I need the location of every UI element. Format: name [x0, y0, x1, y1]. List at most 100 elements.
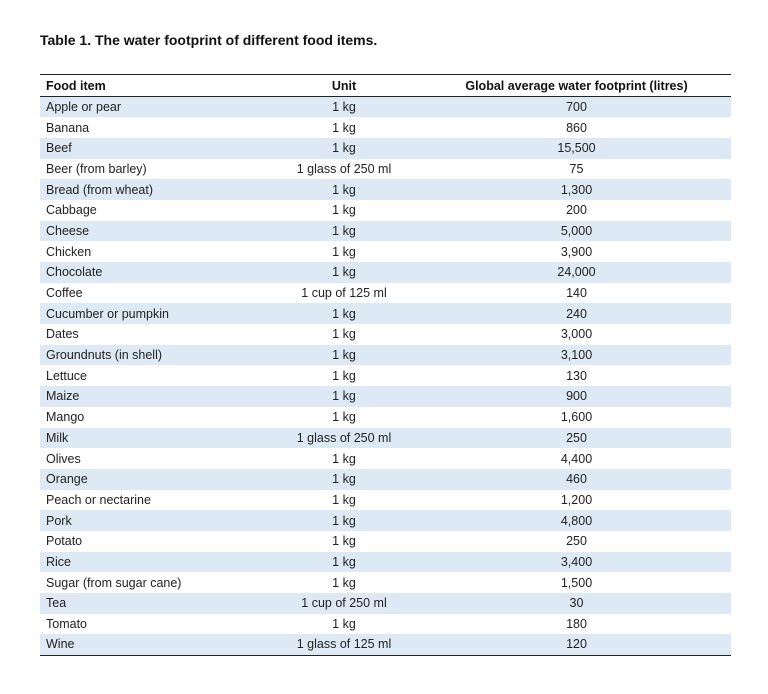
cell-food-item: Potato [46, 534, 83, 549]
table-row: Pork 1 kg 4,800 [40, 510, 731, 531]
cell-water-footprint: 5,000 [560, 223, 593, 238]
cell-water-footprint: 460 [566, 472, 587, 487]
cell-water-footprint: 200 [566, 203, 587, 218]
cell-water-footprint: 75 [569, 161, 584, 176]
cell-food-item: Mango [46, 410, 85, 425]
cell-food-item: Wine [40, 634, 266, 656]
cell-food-item: Milk [46, 430, 69, 445]
cell-unit: 1 cup of 250 ml [301, 596, 387, 611]
cell-unit: 1 kg [332, 472, 356, 487]
cell-food-item: Banana [46, 120, 90, 135]
table-row: Banana 1 kg 860 [40, 117, 731, 138]
cell-unit: 1 kg [332, 534, 356, 549]
cell-food-item: Chocolate [46, 265, 103, 280]
table-row: Chocolate 1 kg 24,000 [40, 262, 731, 283]
cell-water-footprint: 4,400 [560, 451, 593, 466]
header-row: Food item Unit Global average water foot… [40, 74, 731, 97]
table-row: Cabbage 1 kg 200 [40, 200, 731, 221]
cell-water-footprint: 1,200 [560, 492, 593, 507]
cell-water-footprint: 3,900 [560, 244, 593, 259]
water-footprint-table: Food item Unit Global average water foot… [40, 74, 731, 656]
table-row: Beer (from barley) 1 glass of 250 ml 75 [40, 159, 731, 180]
cell-water-footprint: 860 [566, 120, 587, 135]
cell-unit: 1 kg [332, 368, 356, 383]
column-header-unit: Unit [266, 74, 422, 97]
cell-water-footprint: 900 [566, 389, 587, 404]
cell-unit: 1 kg [332, 513, 356, 528]
table-row: Lettuce 1 kg 130 [40, 365, 731, 386]
table-caption: Table 1. The water footprint of differen… [40, 32, 378, 48]
table-body: Apple or pear 1 kg 700 Banana 1 kg 860 Beef 1 k… [40, 96, 731, 656]
table-row: Sugar (from sugar cane) 1 kg 1,500 [40, 572, 731, 593]
cell-food-item: Tea [46, 596, 67, 611]
cell-unit: 1 kg [332, 410, 356, 425]
cell-food-item: Rice [46, 554, 72, 569]
cell-food-item: Orange [46, 472, 88, 487]
table-row: Potato 1 kg 250 [40, 531, 731, 552]
cell-water-footprint: 240 [566, 306, 587, 321]
cell-unit: 1 kg [332, 100, 356, 115]
table-row: Cheese 1 kg 5,000 [40, 220, 731, 242]
cell-water-footprint: 130 [566, 368, 587, 383]
table-row: Coffee 1 cup of 125 ml 140 [40, 283, 731, 304]
cell-food-item: Maize [46, 389, 80, 404]
cell-unit: 1 kg [332, 265, 356, 280]
cell-unit: 1 kg [332, 141, 356, 156]
table-row: Maize 1 kg 900 [40, 386, 731, 407]
cell-food-item: Chicken [46, 244, 92, 259]
column-header-water-footprint: Global average water footprint (litres) [422, 74, 731, 97]
table-row: Apple or pear 1 kg 700 [40, 96, 731, 118]
table-row: Tomato 1 kg 180 [40, 614, 731, 635]
table-header: Food item Unit Global average water foot… [40, 74, 731, 97]
table-row: Mango 1 kg 1,600 [40, 407, 731, 428]
cell-food-item: Pork [46, 513, 72, 528]
cell-water-footprint: 24,000 [557, 265, 596, 280]
table-row: Beef 1 kg 15,500 [40, 137, 731, 159]
cell-food-item: Sugar (from sugar cane) [46, 575, 182, 590]
table-row: Wine 1 glass of 125 ml 120 [40, 634, 731, 656]
cell-unit: 1 kg [332, 244, 356, 259]
table-row: Rice 1 kg 3,400 [40, 551, 731, 573]
cell-unit: 1 kg [332, 451, 356, 466]
cell-water-footprint: 3,400 [560, 554, 593, 569]
table-row: Milk 1 glass of 250 ml 250 [40, 427, 731, 449]
cell-food-item: Apple or pear [46, 100, 122, 115]
cell-unit: 1 kg [332, 389, 356, 404]
cell-food-item: Cheese [46, 223, 90, 238]
cell-food-item: Cucumber or pumpkin [46, 306, 169, 321]
table-row: Cucumber or pumpkin 1 kg 240 [40, 303, 731, 325]
cell-food-item: Tomato [46, 617, 87, 632]
cell-unit: 1 cup of 125 ml [301, 286, 387, 301]
cell-unit: 1 glass of 125 ml [266, 634, 422, 656]
cell-food-item: Cabbage [46, 203, 97, 218]
cell-food-item: Coffee [46, 286, 83, 301]
table-row: Peach or nectarine 1 kg 1,200 [40, 490, 731, 511]
cell-food-item: Bread (from wheat) [46, 182, 153, 197]
table-row: Chicken 1 kg 3,900 [40, 241, 731, 262]
cell-water-footprint: 4,800 [560, 513, 593, 528]
cell-water-footprint: 3,000 [560, 327, 593, 342]
cell-food-item: Dates [46, 327, 79, 342]
cell-water-footprint: 1,300 [560, 182, 593, 197]
cell-unit: 1 kg [332, 575, 356, 590]
cell-unit: 1 kg [332, 327, 356, 342]
table-row: Orange 1 kg 460 [40, 468, 731, 490]
cell-water-footprint: 700 [566, 100, 587, 115]
table-row: Tea 1 cup of 250 ml 30 [40, 593, 731, 614]
cell-water-footprint: 15,500 [557, 141, 596, 156]
table-row: Dates 1 kg 3,000 [40, 324, 731, 345]
cell-food-item: Groundnuts (in shell) [46, 348, 163, 363]
cell-water-footprint: 140 [566, 286, 587, 301]
table-row: Groundnuts (in shell) 1 kg 3,100 [40, 344, 731, 366]
cell-unit: 1 kg [332, 554, 356, 569]
cell-unit: 1 kg [332, 306, 356, 321]
cell-food-item: Beer (from barley) [46, 161, 147, 176]
cell-water-footprint: 250 [566, 430, 587, 445]
cell-water-footprint: 1,500 [560, 575, 593, 590]
cell-unit: 1 kg [332, 492, 356, 507]
cell-food-item: Peach or nectarine [46, 492, 151, 507]
cell-water-footprint: 30 [569, 596, 584, 611]
cell-food-item: Olives [46, 451, 81, 466]
cell-unit: 1 kg [332, 348, 356, 363]
cell-water-footprint: 250 [566, 534, 587, 549]
